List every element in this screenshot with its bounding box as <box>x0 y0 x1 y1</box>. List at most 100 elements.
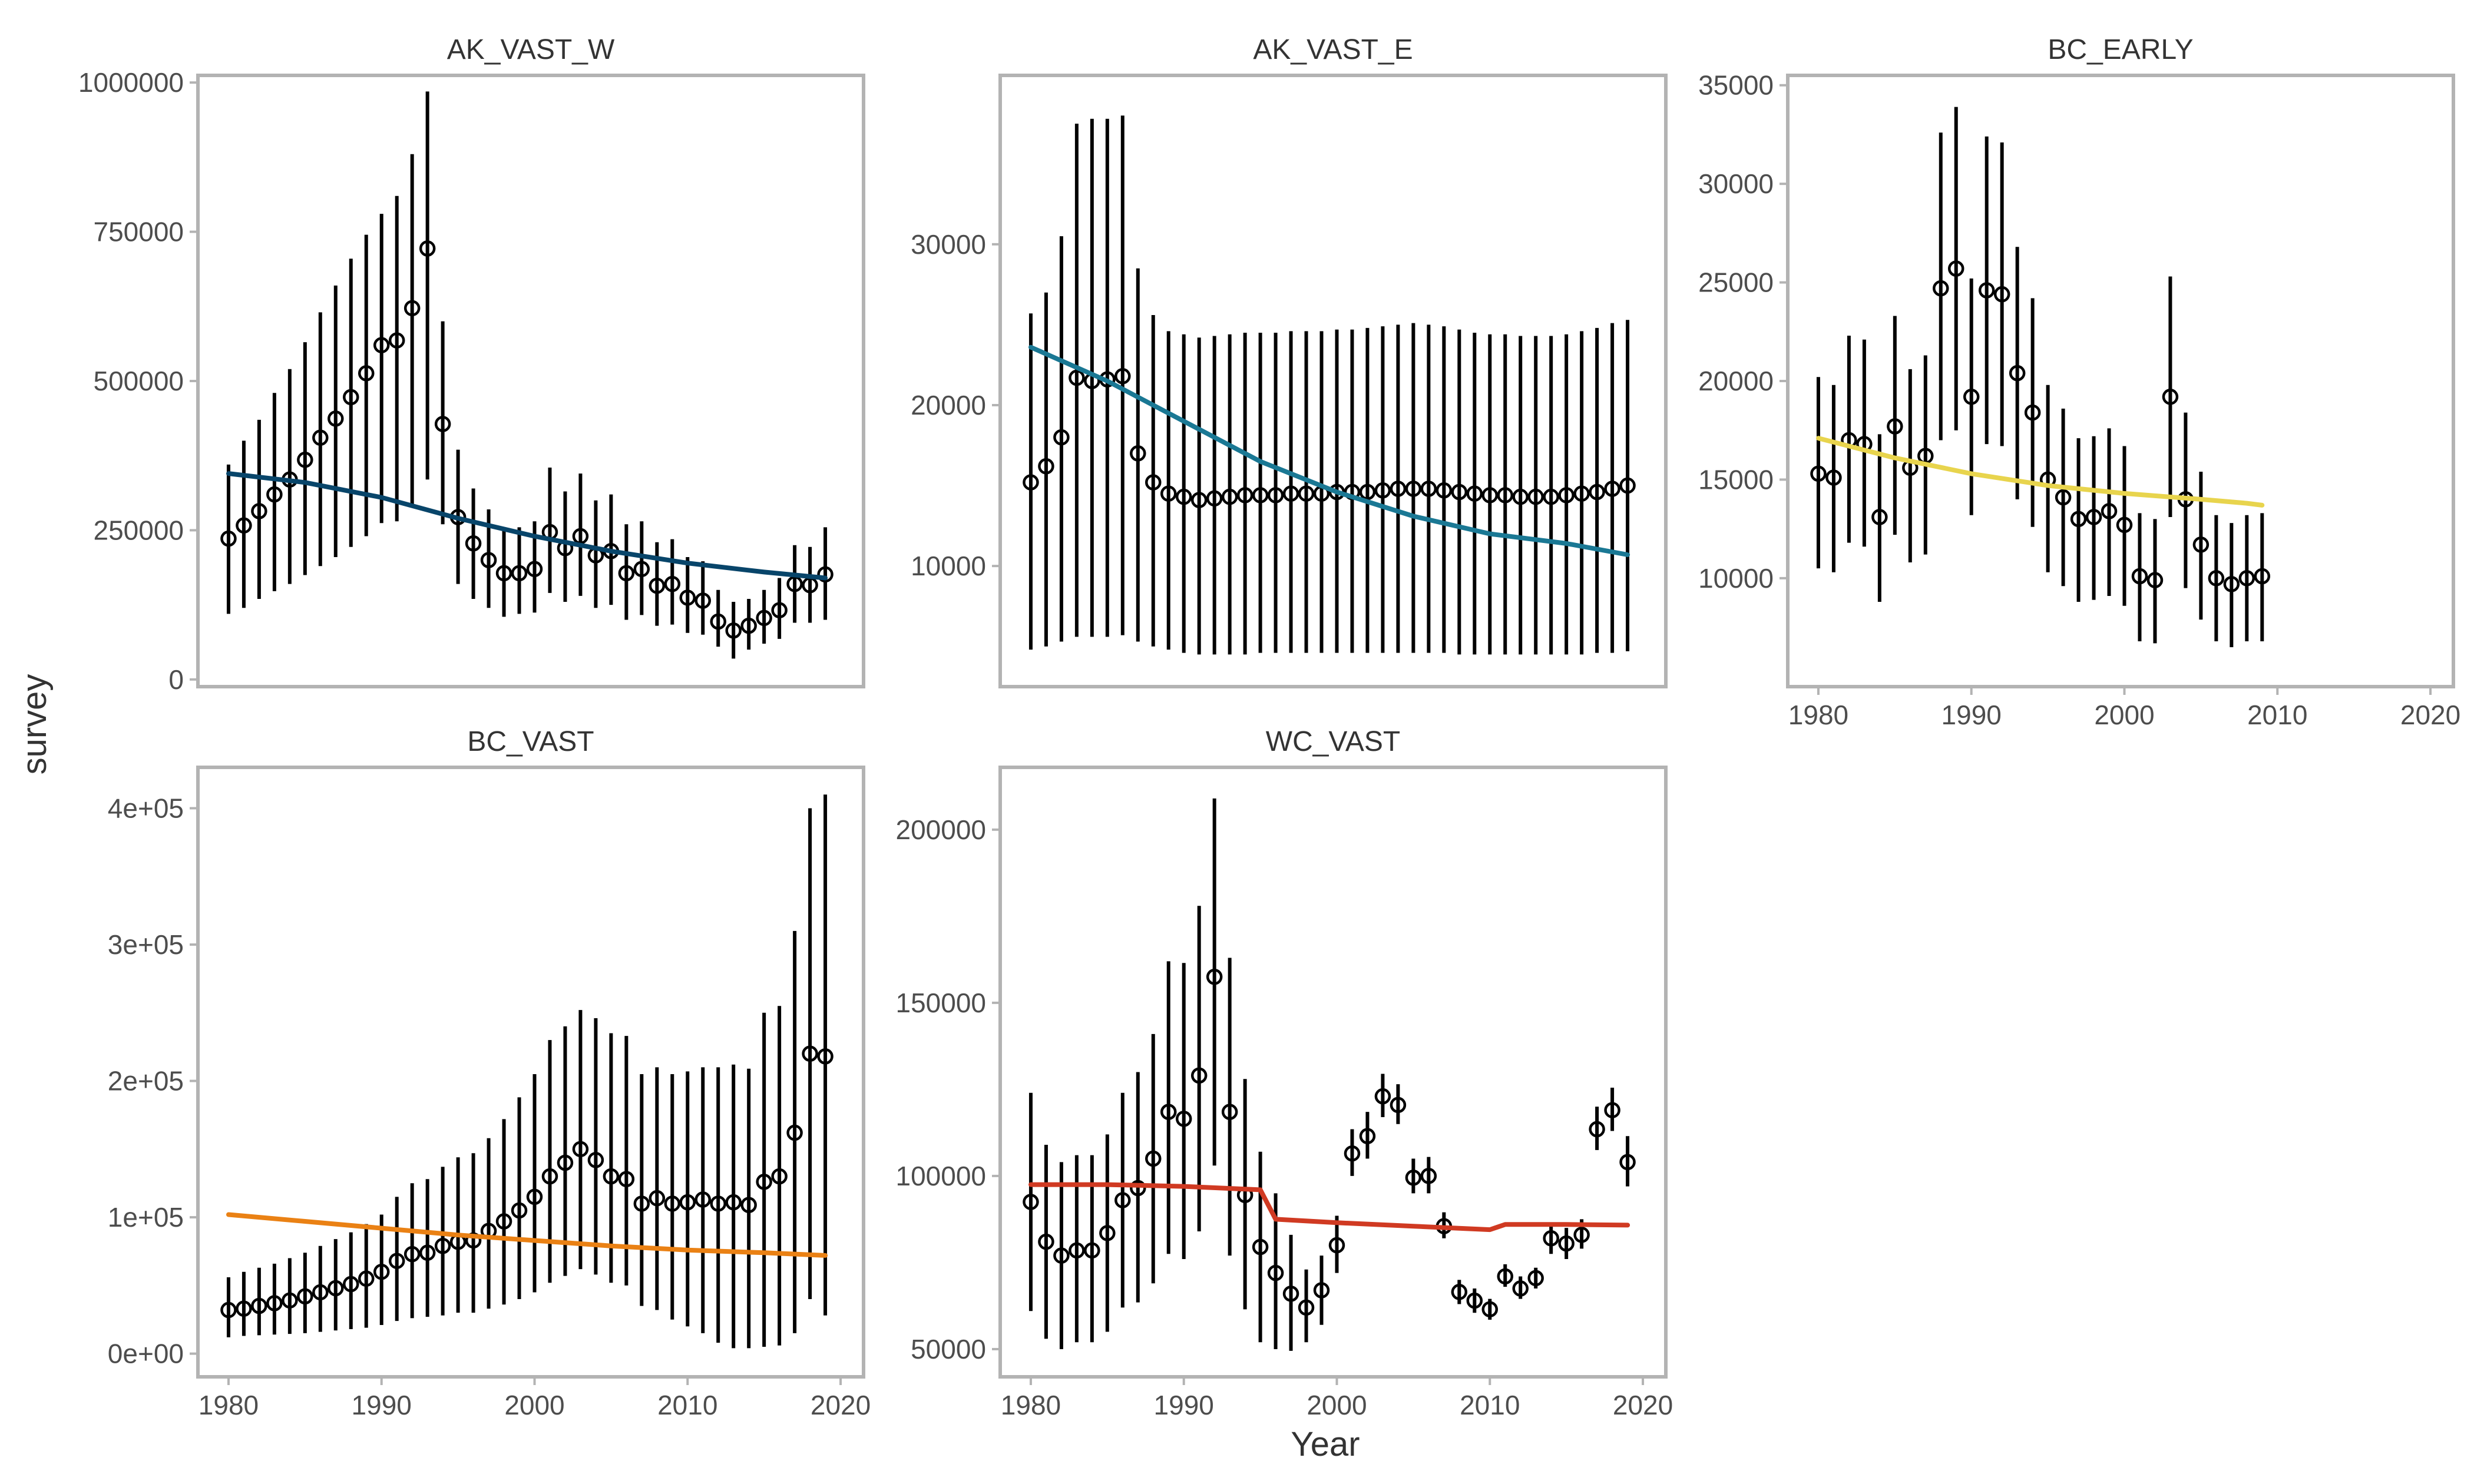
data-point <box>312 1284 329 1301</box>
panel-frame <box>998 766 1668 1379</box>
data-point <box>2009 365 2026 382</box>
data-point <box>388 1253 405 1269</box>
x-tick-label: 1980 <box>1001 1390 1061 1420</box>
data-point <box>1619 477 1636 494</box>
data-point <box>1190 1067 1208 1084</box>
data-point <box>1053 1247 1070 1264</box>
y-tick-label: 1000000 <box>78 67 184 98</box>
data-point <box>664 1195 681 1212</box>
data-point <box>1221 488 1238 505</box>
data-point <box>802 1045 818 1062</box>
y-tick-label: 4e+05 <box>108 793 184 823</box>
data-point <box>434 1237 451 1254</box>
y-tick-label: 25000 <box>1698 267 1774 298</box>
data-point <box>236 517 252 534</box>
data-point <box>1512 488 1529 505</box>
data-point <box>1573 485 1590 502</box>
panel-frame <box>1786 74 2455 688</box>
data-point <box>1604 481 1620 497</box>
data-point <box>1466 1292 1483 1309</box>
data-point <box>1145 1150 1162 1167</box>
data-point <box>1160 1104 1177 1120</box>
y-tick-label: 30000 <box>911 229 986 260</box>
x-tick-label: 2000 <box>504 1390 564 1420</box>
data-point <box>465 1232 482 1249</box>
data-point <box>526 1188 543 1205</box>
data-point <box>511 565 528 582</box>
data-point <box>1190 492 1208 508</box>
data-point <box>1160 485 1177 502</box>
data-point <box>1405 1170 1422 1186</box>
data-point <box>725 1194 742 1211</box>
data-point <box>1978 282 1995 299</box>
data-point <box>1114 1192 1131 1208</box>
data-point <box>220 530 237 547</box>
panel-title: WC_VAST <box>1266 726 1400 757</box>
data-point <box>282 1292 298 1309</box>
data-point <box>1527 1270 1544 1287</box>
data-point <box>343 1276 359 1293</box>
data-point <box>725 622 742 639</box>
x-axis-title: Year <box>1291 1425 1360 1463</box>
data-point <box>1313 1282 1330 1298</box>
data-point <box>618 565 635 582</box>
data-point <box>649 577 666 594</box>
data-point <box>541 1168 558 1185</box>
data-point <box>1114 368 1131 385</box>
panel-title: BC_EARLY <box>2048 34 2193 65</box>
y-tick-label: 30000 <box>1698 168 1774 199</box>
data-point <box>343 389 359 406</box>
data-point <box>1359 1128 1376 1145</box>
x-tick-label: 1990 <box>352 1390 412 1420</box>
data-point <box>1374 482 1391 499</box>
data-point <box>511 1202 528 1219</box>
y-tick-label: 3e+05 <box>108 929 184 960</box>
data-point <box>403 300 421 317</box>
data-point <box>1359 483 1376 501</box>
data-point <box>1390 481 1407 497</box>
data-point <box>2116 516 2133 534</box>
y-tick-label: 200000 <box>896 814 987 845</box>
data-point <box>220 1301 237 1319</box>
data-point <box>1145 474 1162 491</box>
data-point <box>633 1195 650 1212</box>
x-tick-label: 2020 <box>2400 700 2460 730</box>
data-point <box>587 1152 604 1168</box>
data-point <box>1374 1088 1391 1105</box>
data-point <box>1466 485 1483 502</box>
x-tick-label: 1980 <box>1788 700 1848 730</box>
data-point <box>1099 1225 1116 1241</box>
panel-title: AK_VAST_W <box>447 34 615 65</box>
data-point <box>1871 509 1888 525</box>
data-point <box>633 561 650 578</box>
data-point <box>710 613 726 630</box>
data-point <box>1130 445 1146 462</box>
data-point <box>1543 1230 1559 1247</box>
data-point <box>1825 469 1842 486</box>
data-point <box>1328 1237 1345 1254</box>
data-point <box>1558 487 1575 504</box>
data-point <box>679 1194 696 1211</box>
data-point <box>373 337 390 353</box>
data-point <box>771 1168 788 1185</box>
data-point <box>664 575 681 592</box>
data-point <box>1963 389 1980 405</box>
data-point <box>1298 485 1315 502</box>
fit-line <box>226 1212 828 1258</box>
panel-bc-vast: BC_VAST 0e+00 1e+05 2e+05 3e+05 4e+05 1980 1990… <box>108 726 871 1420</box>
panel-ak-vast-e: AK_VAST_E 10000 20000 30000 <box>911 34 1668 688</box>
x-tick-label: 1990 <box>1154 1390 1214 1420</box>
fit-line <box>1028 1182 1630 1233</box>
y-tick-label: 750000 <box>94 217 184 247</box>
y-tick-label: 10000 <box>1698 563 1774 594</box>
data-point <box>572 1141 589 1158</box>
y-tick-label: 0e+00 <box>108 1339 184 1369</box>
data-point <box>1543 488 1559 505</box>
x-tick-label: 1990 <box>1942 700 2002 730</box>
data-point <box>2208 570 2225 587</box>
x-tick-label: 2020 <box>811 1390 871 1420</box>
data-point <box>1420 1168 1437 1184</box>
data-point <box>1221 1104 1238 1120</box>
data-point <box>1933 280 1949 297</box>
y-tick-label: 1e+05 <box>108 1202 184 1233</box>
